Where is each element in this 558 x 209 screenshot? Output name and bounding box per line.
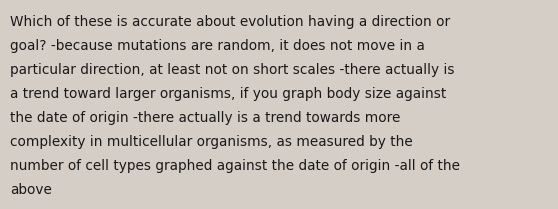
Text: complexity in multicellular organisms, as measured by the: complexity in multicellular organisms, a… [10,135,413,149]
Text: number of cell types graphed against the date of origin -all of the: number of cell types graphed against the… [10,159,460,173]
Text: the date of origin -there actually is a trend towards more: the date of origin -there actually is a … [10,111,401,125]
Text: a trend toward larger organisms, if you graph body size against: a trend toward larger organisms, if you … [10,87,446,101]
Text: above: above [10,183,52,197]
Text: particular direction, at least not on short scales -there actually is: particular direction, at least not on sh… [10,63,455,77]
Text: Which of these is accurate about evolution having a direction or: Which of these is accurate about evoluti… [10,15,450,29]
Text: goal? -because mutations are random, it does not move in a: goal? -because mutations are random, it … [10,39,425,53]
